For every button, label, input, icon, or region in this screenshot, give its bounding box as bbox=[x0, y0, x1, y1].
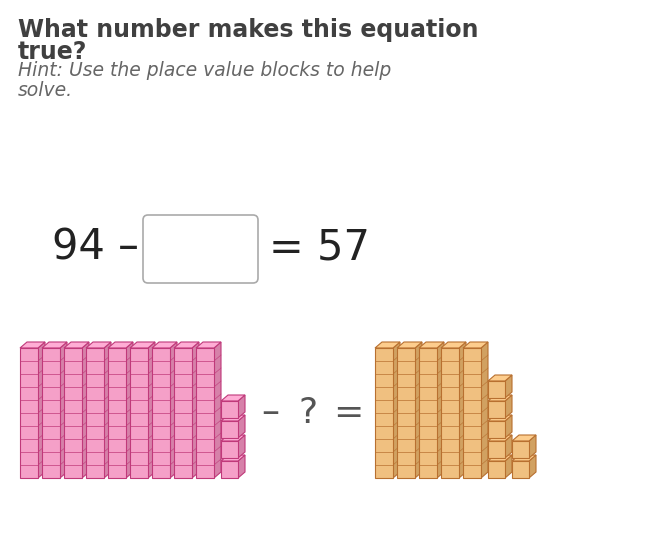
Polygon shape bbox=[415, 342, 422, 478]
Polygon shape bbox=[221, 435, 245, 441]
Polygon shape bbox=[64, 342, 89, 348]
Bar bbox=[20, 348, 38, 478]
Polygon shape bbox=[238, 415, 245, 438]
Bar bbox=[196, 348, 214, 478]
Bar bbox=[512, 461, 529, 478]
Bar bbox=[152, 348, 170, 478]
Polygon shape bbox=[481, 342, 488, 478]
Polygon shape bbox=[488, 435, 512, 441]
Polygon shape bbox=[20, 342, 45, 348]
Bar bbox=[64, 348, 82, 478]
Polygon shape bbox=[130, 342, 155, 348]
Text: Hint: Use the place value blocks to help: Hint: Use the place value blocks to help bbox=[18, 61, 391, 80]
Bar bbox=[512, 441, 529, 458]
Text: true?: true? bbox=[18, 40, 87, 64]
Bar bbox=[397, 348, 415, 478]
Polygon shape bbox=[126, 342, 133, 478]
Bar bbox=[441, 348, 459, 478]
Polygon shape bbox=[238, 395, 245, 418]
Polygon shape bbox=[529, 435, 536, 458]
Bar bbox=[488, 381, 505, 398]
Polygon shape bbox=[238, 435, 245, 458]
Polygon shape bbox=[60, 342, 67, 478]
Polygon shape bbox=[488, 395, 512, 401]
Bar bbox=[221, 401, 238, 418]
Polygon shape bbox=[437, 342, 444, 478]
Bar bbox=[221, 461, 238, 478]
Text: 94 –: 94 – bbox=[52, 227, 139, 269]
Polygon shape bbox=[152, 342, 177, 348]
Polygon shape bbox=[397, 342, 422, 348]
Text: = 57: = 57 bbox=[269, 227, 370, 269]
Polygon shape bbox=[463, 342, 488, 348]
Bar bbox=[108, 348, 126, 478]
Polygon shape bbox=[488, 375, 512, 381]
Polygon shape bbox=[221, 415, 245, 421]
Text: =: = bbox=[333, 396, 363, 430]
Polygon shape bbox=[488, 415, 512, 421]
Bar bbox=[221, 441, 238, 458]
Polygon shape bbox=[42, 342, 67, 348]
Polygon shape bbox=[82, 342, 89, 478]
Polygon shape bbox=[512, 455, 536, 461]
Bar bbox=[42, 348, 60, 478]
Polygon shape bbox=[148, 342, 155, 478]
Text: What number makes this equation: What number makes this equation bbox=[18, 18, 479, 42]
Polygon shape bbox=[459, 342, 466, 478]
Text: –: – bbox=[261, 396, 279, 430]
Polygon shape bbox=[108, 342, 133, 348]
Bar bbox=[488, 461, 505, 478]
Bar bbox=[375, 348, 393, 478]
Polygon shape bbox=[505, 415, 512, 438]
Bar bbox=[419, 348, 437, 478]
Bar bbox=[488, 401, 505, 418]
Polygon shape bbox=[170, 342, 177, 478]
Bar bbox=[130, 348, 148, 478]
Bar bbox=[86, 348, 104, 478]
Polygon shape bbox=[529, 455, 536, 478]
Polygon shape bbox=[86, 342, 111, 348]
Polygon shape bbox=[214, 342, 221, 478]
Bar bbox=[488, 421, 505, 438]
Polygon shape bbox=[238, 455, 245, 478]
Polygon shape bbox=[488, 455, 512, 461]
Polygon shape bbox=[221, 455, 245, 461]
Text: solve.: solve. bbox=[18, 81, 73, 100]
Polygon shape bbox=[38, 342, 45, 478]
Polygon shape bbox=[196, 342, 221, 348]
Bar bbox=[174, 348, 192, 478]
Polygon shape bbox=[505, 395, 512, 418]
Polygon shape bbox=[505, 435, 512, 458]
FancyBboxPatch shape bbox=[143, 215, 258, 283]
Text: ?: ? bbox=[299, 396, 318, 430]
Polygon shape bbox=[221, 395, 245, 401]
Bar bbox=[463, 348, 481, 478]
Polygon shape bbox=[505, 375, 512, 398]
Polygon shape bbox=[505, 455, 512, 478]
Polygon shape bbox=[174, 342, 199, 348]
Polygon shape bbox=[192, 342, 199, 478]
Polygon shape bbox=[512, 435, 536, 441]
Bar bbox=[488, 441, 505, 458]
Bar bbox=[221, 421, 238, 438]
Polygon shape bbox=[441, 342, 466, 348]
Polygon shape bbox=[375, 342, 400, 348]
Polygon shape bbox=[104, 342, 111, 478]
Polygon shape bbox=[419, 342, 444, 348]
Polygon shape bbox=[393, 342, 400, 478]
